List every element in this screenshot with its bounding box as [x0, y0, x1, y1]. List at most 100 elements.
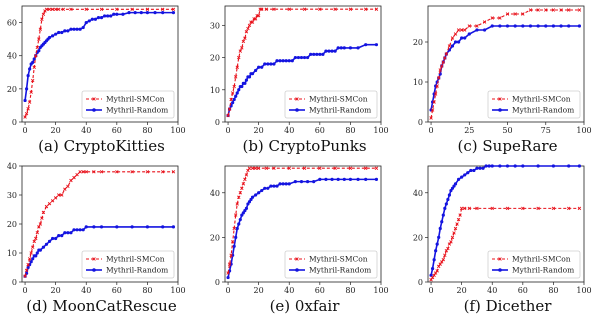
data-point	[253, 68, 258, 73]
x-tick-label: 100	[170, 286, 185, 295]
data-point	[302, 55, 307, 60]
data-point	[559, 24, 563, 28]
data-point	[559, 8, 563, 12]
data-point	[257, 191, 261, 195]
data-point	[490, 24, 494, 28]
data-point	[432, 273, 436, 278]
data-point	[566, 206, 571, 211]
data-point	[430, 108, 435, 112]
legend-label: Mythril-Random	[512, 106, 574, 115]
data-point	[66, 29, 70, 33]
data-point	[441, 60, 446, 64]
data-point	[449, 188, 453, 193]
data-point	[551, 164, 556, 168]
data-point	[330, 49, 334, 53]
data-point	[275, 184, 279, 188]
data-point	[92, 225, 96, 229]
data-point	[299, 180, 304, 184]
data-point	[453, 226, 458, 231]
data-point	[441, 257, 446, 262]
data-point	[246, 202, 250, 206]
x-tick-label: 0	[226, 286, 231, 295]
data-point	[243, 209, 247, 213]
data-point	[342, 177, 346, 181]
chart-caption: (d) MoonCatRescue	[26, 297, 177, 315]
x-tick-label: 80	[548, 286, 558, 295]
data-point	[450, 44, 455, 48]
legend-box	[81, 250, 175, 279]
data-point	[50, 236, 55, 241]
chart-caption: (f) Dicether	[463, 297, 552, 315]
y-tick-label: 20	[413, 38, 423, 47]
data-point	[24, 87, 29, 91]
data-point	[309, 52, 313, 56]
data-point	[90, 17, 94, 21]
data-point	[287, 166, 291, 170]
data-point	[475, 206, 479, 211]
chart-panel: 0 20 40 60 80 100 0 20 40 Mythril-SMCon Mythril-Ra…	[406, 160, 609, 320]
plot-frame	[224, 5, 382, 123]
x-tick-label: 100	[576, 126, 591, 135]
data-point	[81, 170, 85, 174]
data-point	[263, 186, 267, 190]
data-point	[440, 220, 444, 224]
data-point	[269, 62, 273, 66]
data-point	[38, 27, 43, 31]
x-tick-label: 20	[51, 286, 61, 295]
data-point	[528, 8, 533, 12]
data-point	[121, 12, 125, 16]
data-point	[41, 245, 46, 249]
x-tick-label: 80	[142, 126, 152, 135]
data-point	[336, 177, 340, 181]
data-point	[53, 7, 58, 12]
data-point	[577, 24, 582, 28]
legend-marker	[498, 268, 502, 272]
chart-svg: 0 25 50 75 100 0 10 20 Mythril-SMCon Mythril-Rand…	[413, 5, 592, 135]
data-point	[246, 26, 250, 31]
data-point	[63, 231, 67, 235]
data-point	[336, 46, 340, 50]
data-point	[443, 206, 447, 210]
data-point	[233, 213, 238, 217]
data-point	[264, 166, 269, 170]
legend-box	[284, 90, 378, 119]
x-tick-label: 0	[226, 126, 231, 135]
data-point	[293, 55, 297, 60]
x-tick-label: 0	[23, 126, 28, 135]
legend-label: Mythril-SMCon	[512, 255, 571, 264]
data-point	[237, 222, 241, 226]
data-point	[437, 235, 441, 239]
x-tick-label: 40	[81, 126, 91, 135]
data-point	[443, 253, 447, 257]
data-point	[348, 7, 353, 11]
data-point	[333, 166, 337, 170]
series-line	[430, 9, 580, 119]
data-point	[115, 225, 119, 229]
data-point	[37, 37, 41, 41]
data-point	[453, 182, 458, 186]
data-point	[44, 242, 49, 246]
data-point	[66, 184, 70, 189]
data-point	[374, 43, 379, 47]
data-point	[567, 164, 571, 168]
data-point	[57, 30, 61, 35]
data-point	[436, 76, 441, 80]
data-point	[130, 170, 134, 174]
data-point	[456, 40, 461, 44]
y-tick-label: 0	[418, 118, 423, 127]
data-point	[50, 199, 55, 203]
data-point	[490, 164, 494, 168]
data-point	[38, 222, 43, 226]
data-point	[446, 246, 450, 251]
data-point	[37, 49, 41, 53]
data-point	[287, 59, 291, 63]
data-point	[44, 7, 49, 12]
data-point	[272, 7, 276, 11]
data-point	[232, 97, 236, 102]
y-tick-label: 30	[7, 191, 17, 200]
data-point	[47, 239, 52, 243]
data-point	[435, 84, 439, 88]
data-point	[109, 14, 113, 18]
data-point	[469, 168, 473, 173]
data-point	[278, 182, 282, 186]
